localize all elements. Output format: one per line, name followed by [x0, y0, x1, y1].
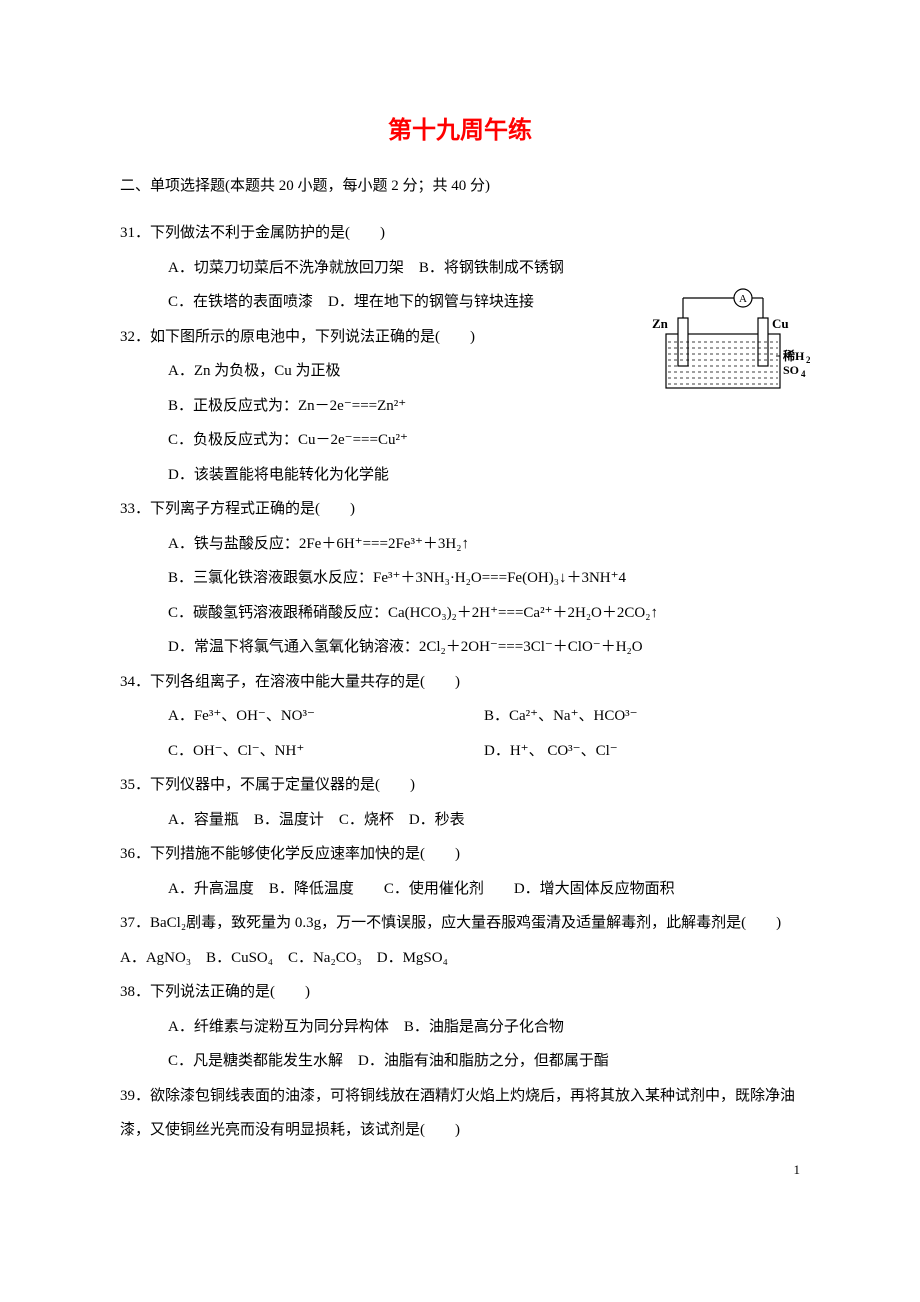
- q-num: 36．: [120, 846, 150, 862]
- q-stem: 下列做法不利于金属防护的是( ): [150, 225, 385, 241]
- page: 第十九周午练 二、单项选择题(本题共 20 小题，每小题 2 分；共 40 分)…: [0, 0, 920, 1208]
- q-num: 31．: [120, 225, 150, 241]
- q-num: 35．: [120, 777, 150, 793]
- galvanic-cell-diagram: A Zn Cu 稀H: [638, 286, 810, 396]
- q-stem: 下列说法正确的是( ): [150, 984, 310, 1000]
- question-39: 39．欲除漆包铜线表面的油漆，可将铜线放在酒精灯火焰上灼烧后，再将其放入某种试剂…: [120, 1079, 800, 1148]
- question-33: 33．下列离子方程式正确的是( ) A．铁与盐酸反应：2Fe＋6H⁺===2Fe…: [120, 492, 800, 665]
- q-num: 37．: [120, 915, 150, 931]
- q-num: 32．: [120, 329, 150, 345]
- svg-text:SO: SO: [783, 363, 799, 377]
- q-stem: 如下图所示的原电池中，下列说法正确的是( ): [150, 329, 475, 345]
- q32-opt-c: C．负极反应式为：Cu－2e⁻===Cu²⁺: [168, 423, 800, 458]
- q-stem: 下列离子方程式正确的是( ): [150, 501, 355, 517]
- q38-opts-line-2: C．凡是糖类都能发生水解 D．油脂有油和脂肪之分，但都属于酯: [168, 1044, 800, 1079]
- q33-opt-d: D．常温下将氯气通入氢氧化钠溶液：2Cl₂＋2OH⁻===3Cl⁻＋ClO⁻＋H…: [168, 630, 800, 665]
- q31-opts-line-1: A．切菜刀切菜后不洗净就放回刀架 B．将钢铁制成不锈钢: [168, 251, 800, 286]
- page-title: 第十九周午练: [120, 110, 800, 145]
- acid-label: 稀H: [783, 348, 805, 363]
- q-stem-inline: 欲除漆包铜线表面的油漆，可将铜线放在酒精灯火焰上灼烧后，再将其放入某种试剂中，既…: [120, 1088, 795, 1139]
- q34-opt-b: B．Ca²⁺、Na⁺、HCO³⁻: [484, 699, 800, 734]
- q34-opt-d: D．H⁺、 CO³⁻、Cl⁻: [484, 734, 800, 769]
- ammeter-label: A: [739, 293, 747, 305]
- q33-opt-c: C．碳酸氢钙溶液跟稀硝酸反应：Ca(HCO₃)₂＋2H⁺===Ca²⁺＋2H₂O…: [168, 596, 800, 631]
- svg-text:4: 4: [801, 369, 806, 379]
- q34-opt-c: C．OH⁻、Cl⁻、NH⁺: [168, 734, 484, 769]
- q-stem: 下列仪器中，不属于定量仪器的是( ): [150, 777, 415, 793]
- cu-label: Cu: [772, 316, 789, 331]
- question-34: 34．下列各组离子，在溶液中能大量共存的是( ) A．Fe³⁺、OH⁻、NO³⁻…: [120, 665, 800, 769]
- q33-opt-a: A．铁与盐酸反应：2Fe＋6H⁺===2Fe³⁺＋3H₂↑: [168, 527, 800, 562]
- q-stem: 下列各组离子，在溶液中能大量共存的是( ): [150, 674, 460, 690]
- q35-opts: A．容量瓶 B．温度计 C．烧杯 D．秒表: [168, 803, 800, 838]
- q-stem-inline: BaCl₂剧毒，致死量为 0.3g，万一不慎误服，应大量吞服鸡蛋清及适量解毒剂，…: [120, 915, 841, 966]
- question-36: 36．下列措施不能够使化学反应速率加快的是( ) A．升高温度 B．降低温度 C…: [120, 837, 800, 906]
- q34-opt-a: A．Fe³⁺、OH⁻、NO³⁻: [168, 699, 484, 734]
- q-num: 33．: [120, 501, 150, 517]
- svg-text:2: 2: [806, 355, 810, 365]
- q38-opts-line-1: A．纤维素与淀粉互为同分异构体 B．油脂是高分子化合物: [168, 1010, 800, 1045]
- q-num: 39．: [120, 1088, 150, 1104]
- question-37: 37．BaCl₂剧毒，致死量为 0.3g，万一不慎误服，应大量吞服鸡蛋清及适量解…: [120, 906, 800, 975]
- q-num: 34．: [120, 674, 150, 690]
- q-stem: 下列措施不能够使化学反应速率加快的是( ): [150, 846, 460, 862]
- q32-opt-d: D．该装置能将电能转化为化学能: [168, 458, 800, 493]
- question-38: 38．下列说法正确的是( ) A．纤维素与淀粉互为同分异构体 B．油脂是高分子化…: [120, 975, 800, 1079]
- question-35: 35．下列仪器中，不属于定量仪器的是( ) A．容量瓶 B．温度计 C．烧杯 D…: [120, 768, 800, 837]
- q-num: 38．: [120, 984, 150, 1000]
- zn-label: Zn: [652, 316, 669, 331]
- q36-opts: A．升高温度 B．降低温度 C．使用催化剂 D．增大固体反应物面积: [168, 872, 800, 907]
- q33-opt-b: B．三氯化铁溶液跟氨水反应：Fe³⁺＋3NH₃·H₂O===Fe(OH)₃↓＋3…: [168, 561, 800, 596]
- page-number: 1: [794, 1162, 801, 1178]
- section-header: 二、单项选择题(本题共 20 小题，每小题 2 分；共 40 分): [120, 173, 800, 200]
